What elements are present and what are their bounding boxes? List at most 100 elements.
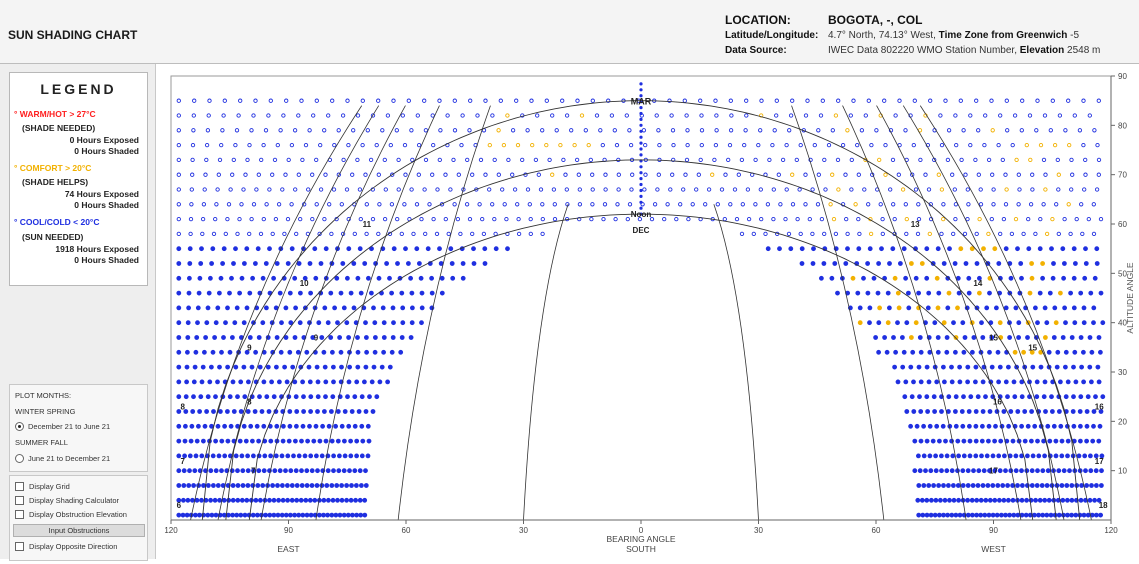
- sun-position-point: [920, 512, 926, 518]
- obstruction-elevation-label[interactable]: Display Obstruction Elevation: [29, 510, 127, 519]
- sun-position-point: [904, 231, 909, 237]
- sun-position-point: [419, 320, 424, 326]
- sun-position-point: [1092, 128, 1097, 133]
- sun-position-point: [683, 172, 688, 177]
- opposite-direction-checkbox[interactable]: [15, 542, 24, 551]
- obstruction-elevation-checkbox[interactable]: [15, 510, 24, 519]
- sun-position-point: [1044, 231, 1050, 237]
- sun-position-point: [385, 379, 390, 385]
- sun-position-point: [205, 305, 211, 311]
- sun-position-point: [1011, 379, 1017, 385]
- sun-position-point: [288, 468, 294, 474]
- sun-position-point: [1087, 364, 1093, 370]
- sun-position-point: [965, 364, 971, 370]
- sun-position-point: [207, 98, 212, 103]
- source-value: IWEC Data: [828, 45, 879, 56]
- sun-position-point: [956, 453, 961, 459]
- sun-position-point: [189, 202, 194, 207]
- sun-position-point: [321, 497, 327, 503]
- summer-fall-range[interactable]: June 21 to December 21: [28, 454, 111, 463]
- sun-position-point: [223, 231, 228, 237]
- sun-position-point: [266, 113, 271, 118]
- sun-position-point: [264, 305, 269, 311]
- sun-position-point: [176, 128, 181, 133]
- input-obstructions-button[interactable]: Input Obstructions: [13, 524, 145, 537]
- sun-position-point: [698, 157, 703, 163]
- sun-position-point: [745, 187, 751, 192]
- sun-position-point: [298, 497, 304, 503]
- sun-position-point: [996, 261, 1002, 266]
- summer-fall-radio[interactable]: [15, 454, 24, 463]
- sun-position-point: [967, 423, 972, 429]
- sun-position-point: [1071, 246, 1077, 252]
- sun-position-point: [388, 142, 393, 148]
- opposite-direction-label[interactable]: Display Opposite Direction: [29, 542, 118, 551]
- sun-position-point: [1050, 275, 1056, 281]
- sun-position-point: [302, 275, 308, 281]
- shading-calculator-checkbox[interactable]: [15, 496, 24, 505]
- sun-position-point: [643, 142, 648, 148]
- sun-position-point: [1074, 216, 1079, 222]
- sun-position-point: [221, 113, 226, 118]
- sun-position-point: [213, 216, 218, 222]
- legend-warm-exposed: 0 Hours Exposed: [69, 135, 139, 145]
- sun-position-point: [528, 231, 533, 237]
- sun-position-point: [699, 142, 704, 148]
- sun-position-point: [194, 438, 200, 444]
- sun-position-point: [984, 453, 990, 459]
- hour-line: [919, 105, 1092, 521]
- sun-position-point: [994, 305, 999, 311]
- sun-position-point: [372, 349, 378, 355]
- sun-position-point: [228, 423, 234, 429]
- y-axis-title: ALTITUDE ANGLE: [1125, 262, 1135, 333]
- sun-position-point: [953, 335, 959, 340]
- sun-position-point: [996, 379, 1001, 385]
- sun-position-point: [245, 409, 251, 414]
- sun-position-point: [347, 364, 352, 370]
- sun-position-point: [355, 349, 361, 355]
- sun-position-point: [188, 231, 193, 237]
- sun-position-point: [176, 335, 182, 340]
- sun-position-point: [204, 409, 209, 414]
- sun-position-point: [380, 128, 385, 133]
- sun-position-point: [1005, 483, 1010, 488]
- sun-position-point: [267, 512, 273, 518]
- sun-position-point: [1056, 187, 1061, 192]
- sun-position-point: [960, 468, 966, 474]
- sun-position-point: [1050, 216, 1055, 222]
- sun-position-point: [1037, 246, 1043, 252]
- sun-position-point: [198, 261, 204, 266]
- sun-position-point: [928, 98, 933, 103]
- sun-position-point: [283, 335, 289, 340]
- sun-position-point: [906, 290, 911, 296]
- sun-position-point: [572, 142, 577, 148]
- sun-position-point: [1003, 202, 1009, 207]
- sun-position-point: [853, 202, 858, 207]
- winter-spring-range[interactable]: December 21 to June 21: [28, 422, 111, 431]
- sun-position-point: [357, 246, 363, 252]
- display-grid-label[interactable]: Display Grid: [29, 482, 70, 491]
- sun-position-point: [294, 409, 300, 414]
- y-tick-label: 40: [1118, 319, 1127, 328]
- sun-position-point: [943, 98, 948, 103]
- shading-calculator-label[interactable]: Display Shading Calculator: [29, 496, 120, 505]
- sun-position-point: [686, 216, 691, 222]
- sun-position-point: [980, 379, 986, 385]
- winter-spring-radio[interactable]: [15, 422, 24, 431]
- sun-position-point: [816, 128, 821, 133]
- sun-position-point: [409, 290, 415, 296]
- sun-position-point: [1100, 394, 1106, 400]
- sun-position-point: [427, 202, 432, 207]
- sun-position-point: [208, 497, 213, 503]
- sun-position-point: [358, 512, 364, 518]
- sun-position-point: [929, 497, 934, 503]
- sun-position-point: [358, 290, 364, 296]
- sun-position-point: [906, 305, 912, 311]
- sun-position-point: [987, 409, 993, 414]
- sun-position-point: [941, 320, 947, 326]
- sun-position-point: [248, 423, 254, 429]
- display-grid-checkbox[interactable]: [15, 482, 24, 491]
- plot-months-panel: PLOT MONTHS: WINTER SPRING December 21 t…: [9, 384, 148, 472]
- sun-position-point: [1035, 468, 1040, 474]
- sun-position-point: [656, 128, 661, 133]
